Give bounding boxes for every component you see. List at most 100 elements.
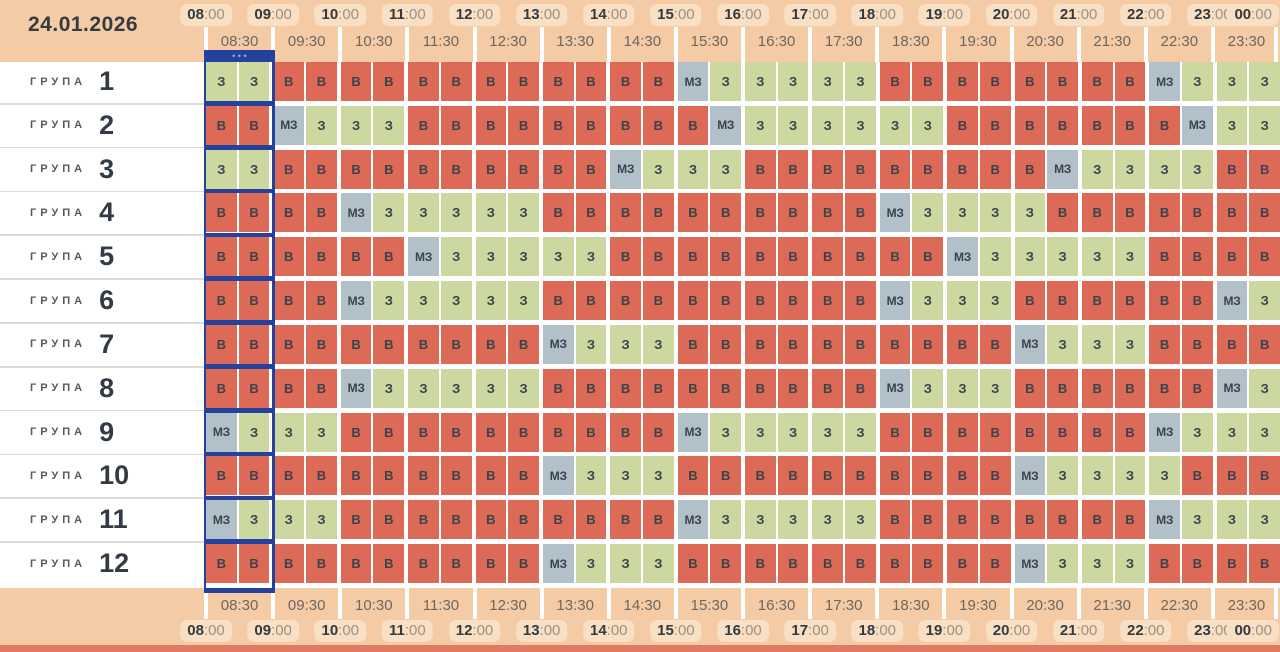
slot-cell: В	[340, 456, 374, 496]
hour-label: 17:00	[784, 620, 836, 642]
slot-cell: МЗ	[677, 62, 711, 101]
slot-cell: В	[677, 237, 711, 277]
slot-cell: В	[373, 62, 409, 101]
slot-cell: З	[373, 105, 409, 145]
slot-cell: В	[912, 324, 948, 364]
group-number: 7	[99, 328, 115, 359]
slot-cell: З	[475, 368, 509, 408]
slot-cell: В	[1114, 368, 1150, 408]
slot-cell: В	[610, 500, 643, 540]
hour-tick	[1076, 27, 1081, 62]
slot-cell: В	[947, 149, 980, 189]
slot-cell: В	[845, 544, 880, 584]
slot-cell: В	[845, 456, 880, 496]
slot-cell: З	[710, 149, 745, 189]
hour-label: 18:00	[851, 4, 904, 26]
slot-cell: З	[508, 237, 543, 277]
slot-cell: В	[1149, 324, 1182, 364]
halfhour-label: 15:30	[690, 597, 729, 614]
slot-cell: В	[373, 500, 409, 540]
slot-cell: В	[812, 149, 846, 189]
slot-cell: В	[1249, 324, 1280, 364]
row-separator	[0, 541, 204, 543]
hour-tick	[1009, 27, 1014, 62]
hour-tick	[808, 588, 813, 619]
slot-cell: В	[879, 324, 913, 364]
slot-cell: В	[206, 456, 239, 496]
slot-cell: З	[745, 105, 778, 145]
slot-cell: З	[745, 62, 778, 101]
slot-cell: В	[879, 62, 913, 101]
slot-cell: В	[912, 456, 948, 496]
group-row: ГРУПА 12 В В В В В В В В В В МЗ З З З В В В В В В В В В В МЗ З З З В В В…	[0, 544, 1280, 584]
group-number: 10	[99, 460, 130, 491]
slot-cell: В	[642, 237, 678, 277]
slot-cell: МЗ	[542, 324, 576, 364]
slot-cell: МЗ	[1014, 544, 1048, 584]
slot-cell: В	[947, 62, 980, 101]
slot-cell: В	[1149, 237, 1182, 277]
slot-cell: В	[710, 193, 745, 233]
group-slots: В В В В МЗ З З З З З В В В В В В В В В В МЗ З З З В В В В В В МЗ З	[206, 368, 1280, 408]
slot-cell: З	[408, 368, 441, 408]
slot-cell: В	[642, 412, 678, 452]
schedule-grid: ГРУПА 1 З З В В В В В В В В В В В В МЗ З З З З З В В В В В В В В МЗ З З З…	[0, 62, 1280, 588]
drag-dots-icon: •••	[232, 51, 250, 61]
group-word: ГРУПА	[30, 119, 87, 132]
slot-cell: З	[373, 193, 409, 233]
halfhour-label: 08:30	[220, 33, 259, 50]
halfhour-label: 14:30	[623, 597, 662, 614]
slot-cell: В	[542, 149, 576, 189]
slot-cell: З	[777, 105, 813, 145]
current-slot-row-line	[203, 364, 276, 369]
slot-cell: МЗ	[273, 105, 307, 145]
slot-cell: МЗ	[947, 237, 980, 277]
hour-tick	[875, 588, 880, 619]
slot-cell: З	[1249, 412, 1280, 452]
slot-cell: З	[306, 105, 341, 145]
hour-tick	[472, 27, 477, 62]
halfhour-label: 18:30	[892, 597, 930, 614]
row-separator	[0, 102, 204, 105]
slot-cell: В	[440, 412, 476, 452]
slot-cell: В	[440, 456, 476, 496]
slot-cell: З	[979, 237, 1015, 277]
slot-cell: В	[1216, 324, 1250, 364]
slot-cell: З	[845, 412, 880, 452]
slot-cell: В	[306, 149, 341, 189]
slot-cell: В	[440, 500, 476, 540]
hour-label: 16:00	[717, 4, 769, 26]
group-number: 4	[99, 197, 115, 228]
current-slot-row-line	[203, 144, 276, 150]
halfhour-label: 12:30	[489, 33, 527, 50]
hour-tick	[875, 27, 880, 62]
slot-cell: З	[812, 105, 846, 145]
slot-cell: З	[1216, 105, 1250, 145]
slot-cell: В	[440, 149, 476, 189]
slot-cell: З	[947, 193, 980, 233]
current-slot-handle[interactable]: •••	[203, 50, 276, 62]
slot-cell: В	[979, 456, 1015, 496]
group-row: ГРУПА 1 З З В В В В В В В В В В В В МЗ З З З З З В В В В В В В В МЗ З З З	[0, 62, 1280, 101]
slot-cell: В	[206, 281, 239, 321]
slot-cell: В	[475, 500, 509, 540]
slot-cell: В	[947, 456, 980, 496]
hour-label: 23:00	[1187, 4, 1239, 26]
slot-cell: В	[1149, 281, 1182, 321]
slot-cell: В	[610, 368, 643, 408]
hour-tick	[741, 27, 745, 62]
slot-cell: З	[1047, 544, 1082, 584]
slot-cell: В	[542, 62, 576, 101]
current-slot-row-line	[203, 320, 276, 325]
slot-cell: В	[710, 237, 745, 277]
slot-cell: З	[206, 62, 239, 101]
slot-cell: В	[273, 368, 307, 408]
hour-tick	[472, 588, 477, 619]
slot-cell: В	[475, 324, 509, 364]
slot-cell: В	[475, 62, 509, 101]
slot-cell: З	[1249, 281, 1280, 321]
current-slot-row-line	[203, 451, 276, 457]
slot-cell: В	[408, 456, 441, 496]
slot-cell: З	[677, 149, 711, 189]
hour-label: 08:00	[180, 4, 232, 26]
